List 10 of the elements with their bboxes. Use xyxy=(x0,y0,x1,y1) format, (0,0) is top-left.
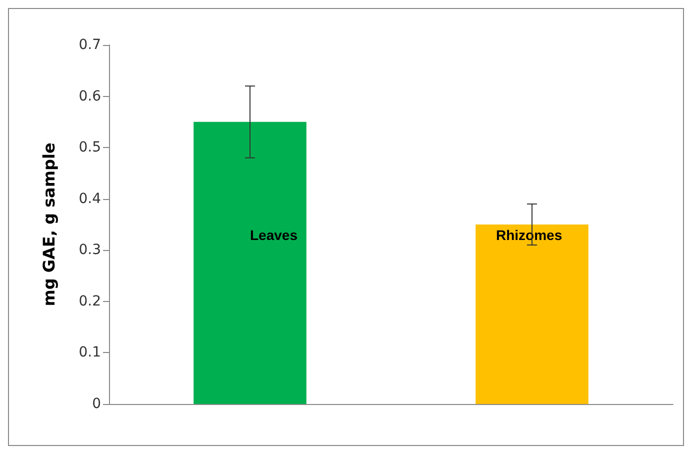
y-tick-label: 0.6 xyxy=(78,88,102,104)
x-tick-label: Leaves xyxy=(250,227,298,243)
y-axis-title: mg GAE, g sample xyxy=(40,142,58,306)
y-tick-label: 0 xyxy=(92,396,101,412)
y-tick-label: 0.7 xyxy=(78,37,101,53)
y-tick-label: 0.1 xyxy=(78,344,101,361)
y-tick-label: 0.5 xyxy=(78,140,101,156)
y-tick-label: 0.2 xyxy=(78,293,101,310)
y-tick-label: 0.3 xyxy=(78,242,101,258)
y-tick-label: 0.4 xyxy=(78,190,102,207)
